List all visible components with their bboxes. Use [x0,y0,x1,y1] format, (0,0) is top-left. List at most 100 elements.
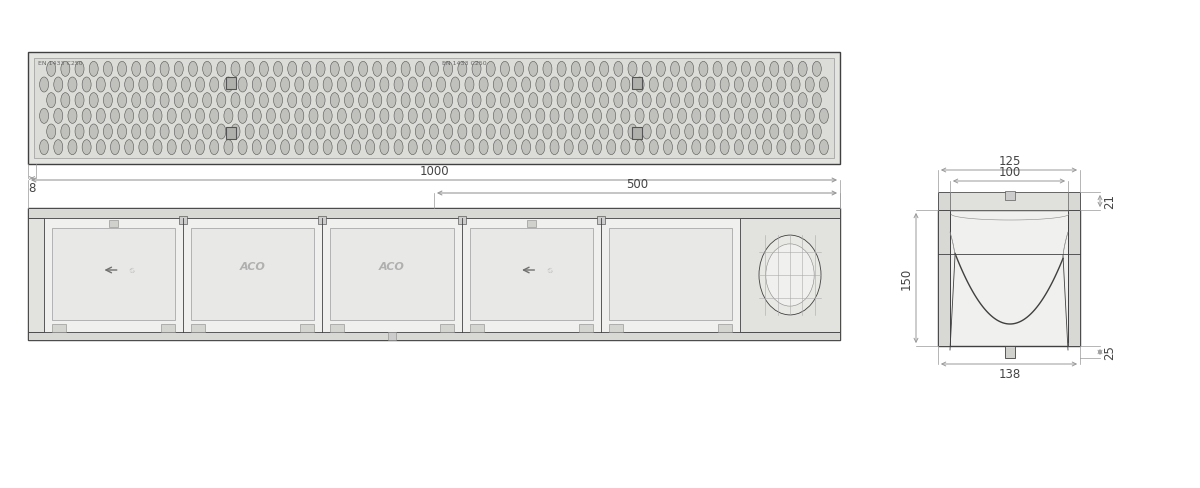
Ellipse shape [373,94,382,108]
Ellipse shape [671,94,679,108]
Ellipse shape [749,109,757,124]
Ellipse shape [352,78,360,93]
Ellipse shape [542,125,552,140]
Ellipse shape [550,141,559,155]
Ellipse shape [720,78,730,93]
Ellipse shape [238,78,247,93]
Ellipse shape [742,94,750,108]
Ellipse shape [125,109,133,124]
Ellipse shape [366,141,374,155]
Ellipse shape [749,141,757,155]
Bar [28,53,840,164]
Ellipse shape [274,94,282,108]
Ellipse shape [784,94,793,108]
Ellipse shape [557,62,566,77]
Ellipse shape [146,125,155,140]
Ellipse shape [812,125,821,140]
Bar [1006,192,1015,201]
Ellipse shape [430,62,438,77]
Ellipse shape [308,109,318,124]
Text: EN 1433 C250: EN 1433 C250 [38,61,83,66]
Text: ♲: ♲ [128,267,134,273]
Bar [938,210,950,346]
Ellipse shape [564,141,574,155]
Ellipse shape [196,141,204,155]
Ellipse shape [769,62,779,77]
Ellipse shape [160,125,169,140]
Ellipse shape [820,109,828,124]
Ellipse shape [444,125,452,140]
Text: 21: 21 [1103,194,1116,209]
Ellipse shape [664,78,672,93]
Ellipse shape [132,94,140,108]
Ellipse shape [366,78,374,93]
Ellipse shape [620,78,630,93]
Ellipse shape [508,78,516,93]
Ellipse shape [139,78,148,93]
Ellipse shape [706,141,715,155]
Ellipse shape [196,109,204,124]
Ellipse shape [685,62,694,77]
Bar [28,219,44,332]
Ellipse shape [522,109,530,124]
Ellipse shape [522,78,530,93]
Ellipse shape [110,109,120,124]
Ellipse shape [359,62,367,77]
Ellipse shape [727,62,737,77]
Ellipse shape [685,125,694,140]
Ellipse shape [656,125,665,140]
Ellipse shape [542,94,552,108]
Ellipse shape [600,62,608,77]
Ellipse shape [557,125,566,140]
Ellipse shape [557,94,566,108]
Bar [191,228,314,320]
Bar [226,78,236,90]
Ellipse shape [203,94,211,108]
Ellipse shape [593,141,601,155]
Ellipse shape [734,78,743,93]
Ellipse shape [266,109,276,124]
Bar [300,325,314,332]
Ellipse shape [458,94,467,108]
Text: 100: 100 [998,165,1021,179]
Bar [330,228,454,320]
Ellipse shape [620,141,630,155]
Ellipse shape [217,62,226,77]
Ellipse shape [635,141,644,155]
Ellipse shape [756,62,764,77]
Ellipse shape [89,62,98,77]
Text: 138: 138 [998,367,1021,380]
Text: ♲: ♲ [546,267,552,273]
Text: ACO: ACO [240,262,265,271]
Ellipse shape [40,141,48,155]
Text: 150: 150 [900,267,913,289]
Ellipse shape [337,109,347,124]
Ellipse shape [763,109,772,124]
Ellipse shape [464,78,474,93]
Ellipse shape [308,141,318,155]
Ellipse shape [515,125,523,140]
Ellipse shape [486,125,496,140]
Ellipse shape [302,94,311,108]
Ellipse shape [259,94,269,108]
Ellipse shape [274,62,282,77]
Ellipse shape [408,78,418,93]
Ellipse shape [656,62,665,77]
Bar [191,325,205,332]
Ellipse shape [515,94,523,108]
Ellipse shape [61,62,70,77]
Ellipse shape [386,125,396,140]
Ellipse shape [635,109,644,124]
Ellipse shape [486,94,496,108]
Ellipse shape [635,78,644,93]
Bar [161,325,175,332]
Ellipse shape [352,109,360,124]
Bar [226,127,236,140]
Ellipse shape [281,141,289,155]
Bar [52,228,175,320]
Ellipse shape [210,78,218,93]
Ellipse shape [536,109,545,124]
Ellipse shape [259,125,269,140]
Ellipse shape [188,62,198,77]
Ellipse shape [154,141,162,155]
